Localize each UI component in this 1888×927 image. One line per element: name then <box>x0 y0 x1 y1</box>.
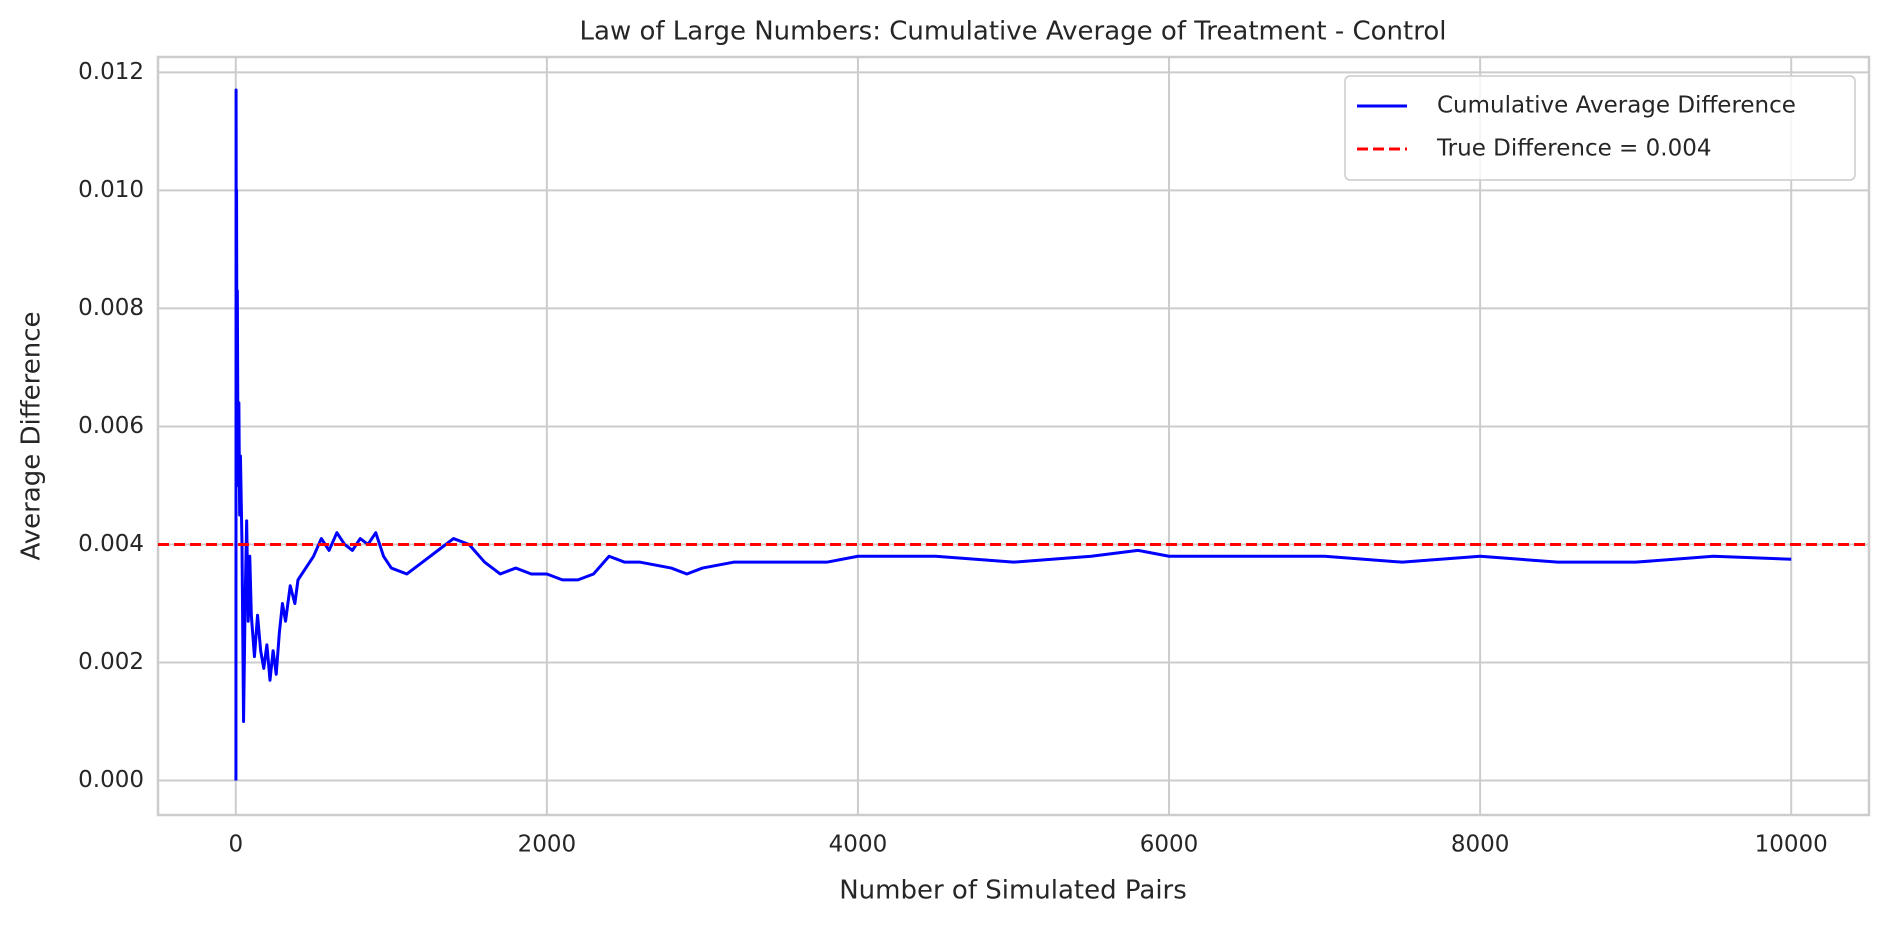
legend-label: Cumulative Average Difference <box>1437 93 1796 119</box>
y-tick-label: 0.004 <box>78 531 144 557</box>
y-tick-label: 0.008 <box>78 295 144 321</box>
x-tick-label: 8000 <box>1451 832 1510 858</box>
y-tick-label: 0.002 <box>78 649 144 675</box>
legend-label: True Difference = 0.004 <box>1436 136 1711 162</box>
chart-title: Law of Large Numbers: Cumulative Average… <box>580 17 1447 47</box>
x-tick-label: 6000 <box>1140 832 1199 858</box>
x-tick-label: 4000 <box>829 832 888 858</box>
y-tick-label: 0.006 <box>78 413 144 439</box>
y-tick-label: 0.010 <box>78 177 144 203</box>
legend-box <box>1344 75 1856 181</box>
legend: Cumulative Average Difference True Differ… <box>1344 75 1856 181</box>
x-tick-label: 2000 <box>518 832 577 858</box>
x-tick-label: 0 <box>228 832 243 858</box>
y-tick-label: 0.012 <box>78 59 144 85</box>
y-tick-label: 0.000 <box>78 767 144 793</box>
x-axis-label: Number of Simulated Pairs <box>839 876 1187 906</box>
plot-frame <box>156 55 1871 817</box>
data-line <box>234 88 1792 781</box>
y-axis-label: Average Difference <box>17 311 47 560</box>
x-tick-label: 10000 <box>1755 832 1828 858</box>
